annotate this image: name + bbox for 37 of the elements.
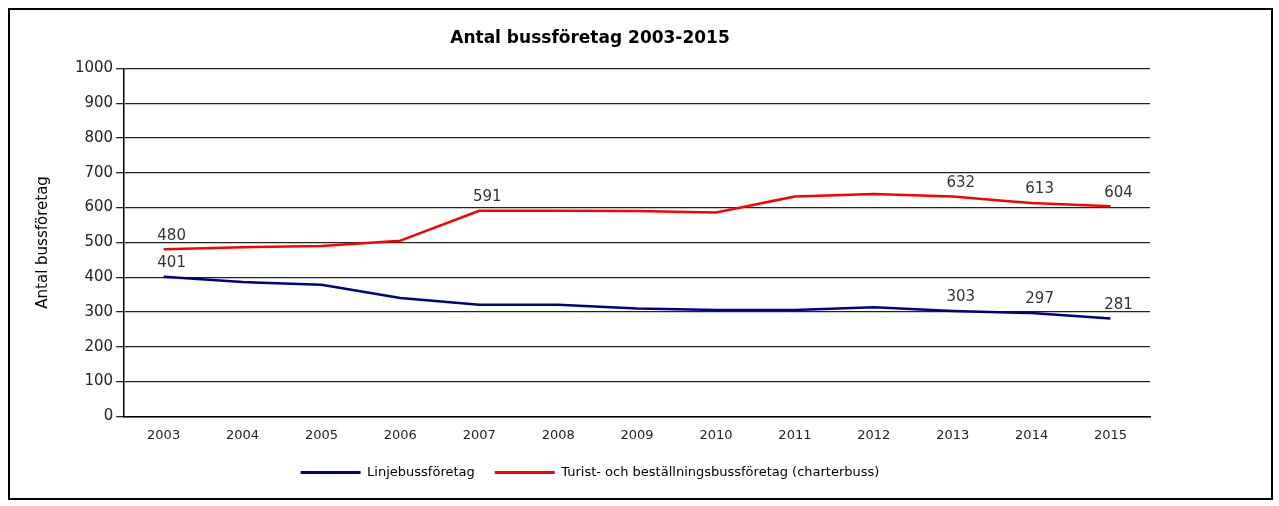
legend-label: Linjebussföretag: [367, 463, 475, 479]
data-label: 632: [946, 172, 976, 191]
x-tick-label: 2008: [541, 426, 575, 442]
y-tick-label: 200: [84, 336, 114, 355]
data-label: 480: [157, 225, 186, 244]
y-tick-label: 800: [84, 127, 114, 146]
x-tick-label: 2010: [699, 426, 733, 442]
data-label: 613: [1025, 179, 1054, 198]
y-tick-label: 300: [84, 301, 114, 320]
x-tick-label: 2006: [383, 426, 417, 442]
x-tick-label: 2014: [1015, 426, 1049, 442]
data-label: 401: [157, 253, 186, 272]
x-tick-label: 2003: [147, 426, 181, 442]
x-tick-label: 2009: [620, 426, 654, 442]
x-tick-label: 2013: [936, 426, 970, 442]
y-tick-label: 900: [84, 93, 114, 112]
data-label: 591: [472, 187, 502, 206]
y-tick-label: 700: [84, 162, 114, 181]
y-tick-label: 400: [84, 267, 114, 286]
x-tick-label: 2004: [225, 426, 260, 442]
x-tick-label: 2005: [304, 426, 338, 442]
chart-title: Antal bussföretag 2003-2015: [450, 26, 730, 47]
x-tick-label: 2011: [778, 426, 812, 442]
y-tick-label: 1000: [74, 58, 114, 77]
data-label: 297: [1025, 289, 1054, 308]
y-tick-label: 500: [84, 232, 114, 251]
y-tick-label: 0: [103, 406, 114, 425]
x-tick-label: 2015: [1094, 426, 1128, 442]
data-label: 303: [946, 287, 976, 306]
y-axis-title: Antal bussföretag: [32, 176, 51, 309]
x-tick-label: 2007: [462, 426, 496, 442]
data-label: 281: [1104, 295, 1133, 313]
y-tick-label: 600: [84, 197, 114, 216]
data-label: 604: [1104, 182, 1133, 201]
legend-label: Turist- och beställningsbussföretag (charterbuss): [560, 463, 880, 479]
x-tick-label: 2012: [857, 426, 891, 442]
y-tick-label: 100: [84, 371, 114, 390]
